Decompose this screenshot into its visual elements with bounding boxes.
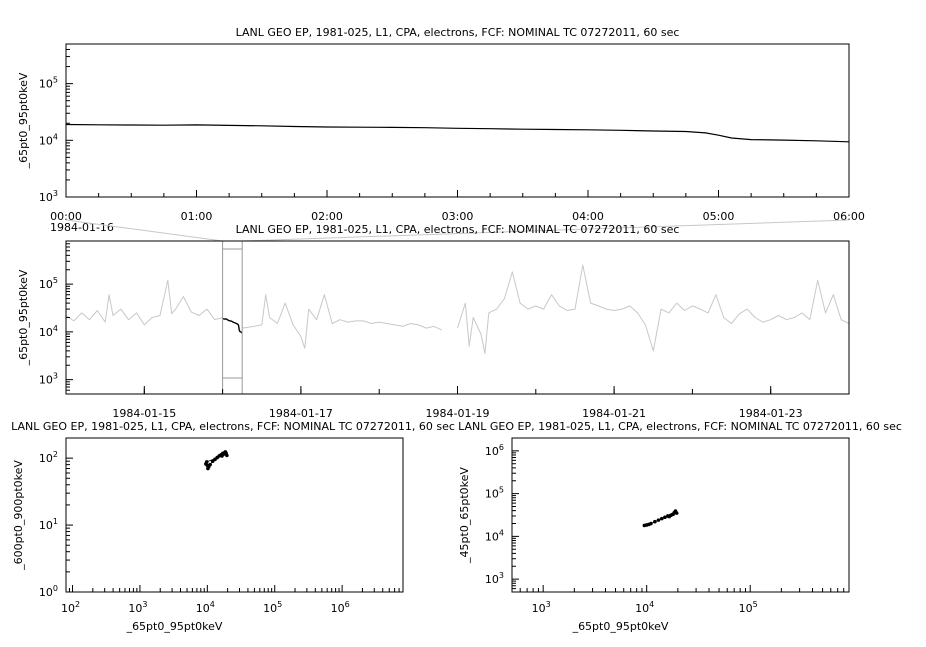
x-tick-label: 104 — [635, 600, 654, 615]
zoom-connector-right — [242, 219, 850, 242]
chart-title: LANL GEO EP, 1981-025, L1, CPA, electron… — [458, 420, 902, 433]
data-point — [663, 515, 667, 520]
y-tick-label: 102 — [39, 450, 58, 465]
series-line — [457, 264, 850, 355]
plot-frame — [65, 437, 404, 593]
y-tick-label: 106 — [485, 443, 504, 458]
x-tick-label: 102 — [61, 600, 80, 615]
y-tick-label: 104 — [39, 132, 58, 147]
y-tick-label: 101 — [39, 517, 58, 532]
chart-title: LANL GEO EP, 1981-025, L1, CPA, electron… — [11, 420, 455, 433]
highlight-line — [222, 317, 243, 334]
series-line — [65, 279, 223, 326]
data-point — [225, 453, 229, 458]
x-tick-label: 00:00 — [50, 210, 82, 223]
x-tick-label: 103 — [128, 600, 147, 615]
y-axis-label: _65pt0_95pt0keV — [17, 269, 30, 366]
x-tick-label: 06:00 — [833, 210, 865, 223]
x-tick-label: 02:00 — [311, 210, 343, 223]
data-point — [670, 512, 674, 517]
data-point — [649, 521, 653, 526]
zoom-connector-left — [65, 219, 223, 242]
zoom-box — [65, 240, 850, 395]
y-tick-label: 103 — [485, 571, 504, 586]
x-tick-label: 1984-01-17 — [269, 407, 333, 420]
panel-scatter-right: LANL GEO EP, 1981-025, L1, CPA, electron… — [458, 420, 902, 633]
data-point — [674, 511, 679, 515]
panel-overview: LANL GEO EP, 1981-025, L1, CPA, electron… — [17, 219, 850, 420]
x-axis-label: _65pt0_95pt0keV — [572, 620, 669, 633]
date-label: 1984-01-16 — [50, 221, 114, 234]
y-axis-label: _65pt0_95pt0keV — [17, 72, 30, 169]
x-tick-label: 01:00 — [181, 210, 213, 223]
y-tick-label: 104 — [485, 528, 504, 543]
data-point — [667, 514, 672, 519]
data-point — [660, 516, 664, 521]
x-tick-label: 105 — [263, 600, 282, 615]
data-point — [206, 466, 210, 471]
x-tick-label: 05:00 — [703, 210, 735, 223]
x-tick-label: 103 — [532, 600, 551, 615]
series-line — [242, 294, 443, 349]
x-tick-label: 03:00 — [442, 210, 474, 223]
plot-frame — [65, 43, 850, 198]
data-point — [656, 518, 661, 522]
chart-title: LANL GEO EP, 1981-025, L1, CPA, electron… — [236, 26, 680, 39]
y-tick-label: 103 — [39, 189, 58, 204]
plot-frame — [65, 240, 850, 395]
data-point — [208, 462, 212, 467]
x-tick-label: 104 — [196, 600, 215, 615]
panel-top: LANL GEO EP, 1981-025, L1, CPA, electron… — [17, 26, 865, 234]
y-tick-label: 105 — [485, 486, 504, 501]
x-axis-label: _65pt0_95pt0keV — [126, 620, 223, 633]
x-tick-label: 04:00 — [572, 210, 604, 223]
chart-title: LANL GEO EP, 1981-025, L1, CPA, electron… — [236, 223, 680, 236]
plot-frame — [511, 437, 850, 593]
series-line — [65, 123, 850, 143]
y-tick-label: 105 — [39, 276, 58, 291]
highlight-range — [222, 240, 243, 395]
y-axis-label: _45pt0_65pt0keV — [458, 467, 471, 564]
x-tick-label: 106 — [331, 600, 350, 615]
x-tick-label: 1984-01-21 — [582, 407, 646, 420]
data-point — [220, 454, 224, 458]
y-tick-label: 103 — [39, 372, 58, 387]
data-point — [653, 519, 657, 524]
x-tick-label: 1984-01-23 — [739, 407, 803, 420]
panel-scatter-left: LANL GEO EP, 1981-025, L1, CPA, electron… — [11, 420, 455, 633]
data-point — [204, 460, 209, 464]
x-tick-label: 1984-01-15 — [112, 407, 176, 420]
x-tick-label: 105 — [739, 600, 758, 615]
y-tick-label: 100 — [39, 584, 58, 599]
x-tick-label: 1984-01-19 — [426, 407, 490, 420]
y-tick-label: 105 — [39, 76, 58, 91]
y-axis-label: _600pt0_900pt0keV — [12, 460, 25, 571]
y-tick-label: 104 — [39, 324, 58, 339]
